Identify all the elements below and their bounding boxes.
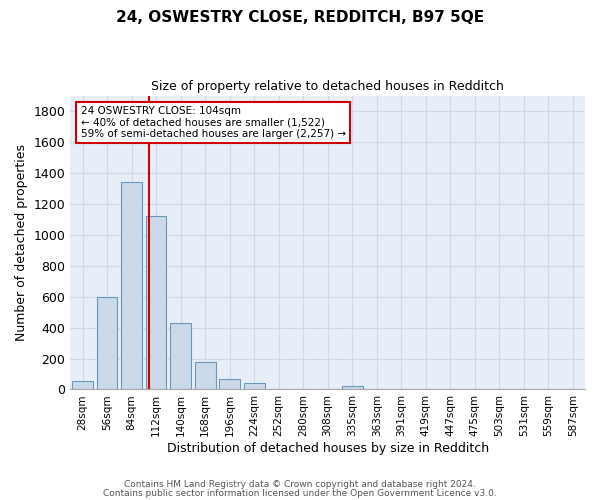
Bar	[342, 386, 362, 390]
Text: 24, OSWESTRY CLOSE, REDDITCH, B97 5QE: 24, OSWESTRY CLOSE, REDDITCH, B97 5QE	[116, 10, 484, 25]
Bar	[72, 381, 93, 390]
Text: Contains public sector information licensed under the Open Government Licence v3: Contains public sector information licen…	[103, 488, 497, 498]
Bar	[121, 182, 142, 390]
Bar	[97, 296, 118, 390]
Y-axis label: Number of detached properties: Number of detached properties	[15, 144, 28, 341]
X-axis label: Distribution of detached houses by size in Redditch: Distribution of detached houses by size …	[167, 442, 489, 455]
Text: 24 OSWESTRY CLOSE: 104sqm
← 40% of detached houses are smaller (1,522)
59% of se: 24 OSWESTRY CLOSE: 104sqm ← 40% of detac…	[80, 106, 346, 139]
Bar	[219, 380, 240, 390]
Bar	[170, 323, 191, 390]
Title: Size of property relative to detached houses in Redditch: Size of property relative to detached ho…	[151, 80, 504, 93]
Bar	[194, 362, 215, 390]
Bar	[244, 384, 265, 390]
Bar	[146, 216, 166, 390]
Text: Contains HM Land Registry data © Crown copyright and database right 2024.: Contains HM Land Registry data © Crown c…	[124, 480, 476, 489]
